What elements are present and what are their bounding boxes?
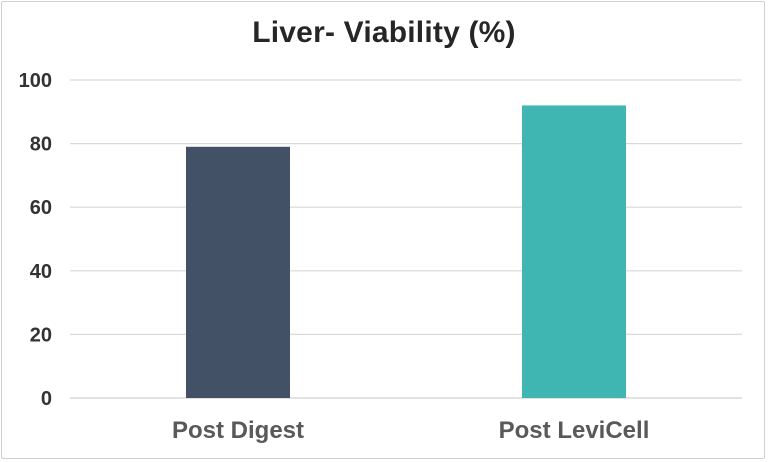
y-tick-label: 80 <box>30 134 52 156</box>
chart-title: Liver- Viability (%) <box>252 16 516 49</box>
bar-post-levicell <box>522 105 626 398</box>
x-axis-category-labels: Post Digest Post LeviCell <box>172 417 649 444</box>
y-tick-label: 60 <box>30 197 52 219</box>
x-category-label: Post Digest <box>172 417 304 444</box>
y-tick-label: 100 <box>19 70 52 92</box>
x-category-label: Post LeviCell <box>499 417 650 444</box>
y-tick-label: 20 <box>30 324 52 346</box>
y-tick-label: 40 <box>30 261 52 283</box>
gridlines <box>70 79 742 399</box>
y-axis-tick-labels: 0 20 40 60 80 100 <box>19 70 52 410</box>
y-tick-label: 0 <box>41 388 52 410</box>
bar-post-digest <box>186 146 290 398</box>
bars <box>186 105 626 398</box>
